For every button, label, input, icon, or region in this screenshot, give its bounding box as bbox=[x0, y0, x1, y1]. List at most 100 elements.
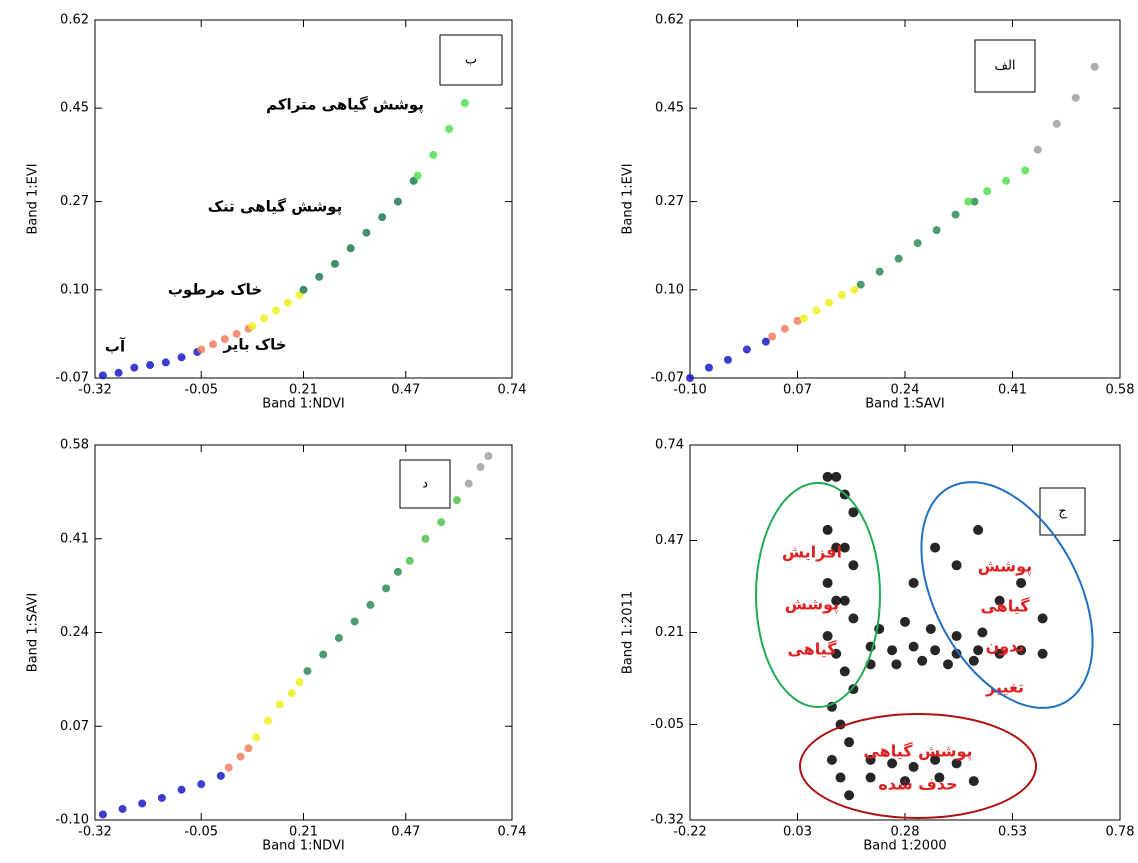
point bbox=[1037, 648, 1048, 659]
point bbox=[209, 340, 218, 349]
point bbox=[826, 754, 837, 765]
point bbox=[822, 631, 833, 642]
point bbox=[98, 371, 107, 380]
point bbox=[437, 518, 446, 527]
point bbox=[1002, 176, 1011, 185]
panel-label-box bbox=[399, 459, 451, 509]
point bbox=[393, 567, 402, 576]
point bbox=[968, 655, 979, 666]
x-tick-label: 0.53 bbox=[998, 825, 1027, 840]
point bbox=[704, 363, 713, 372]
annotation: حذف شده bbox=[878, 775, 957, 794]
y-tick-label: 0.10 bbox=[655, 282, 684, 297]
point bbox=[761, 337, 770, 346]
point bbox=[248, 322, 257, 331]
x-tick-label: 0.21 bbox=[289, 825, 318, 840]
annotation: گیاهی bbox=[980, 597, 1030, 616]
annotation: آب bbox=[105, 338, 126, 356]
point bbox=[742, 345, 751, 354]
point bbox=[382, 584, 391, 593]
point bbox=[930, 542, 941, 553]
point bbox=[837, 290, 846, 299]
point bbox=[1021, 166, 1030, 175]
point bbox=[780, 324, 789, 333]
x-tick-label: 0.47 bbox=[391, 383, 420, 398]
y-tick-label: 0.07 bbox=[60, 719, 89, 734]
y-tick-label: 0.21 bbox=[655, 625, 684, 640]
point bbox=[799, 314, 808, 323]
annotation: خاک بایر bbox=[222, 336, 286, 354]
y-tick-label: 0.62 bbox=[655, 13, 684, 28]
x-tick-label: -0.05 bbox=[184, 383, 218, 398]
point bbox=[686, 374, 694, 382]
point bbox=[260, 314, 269, 323]
x-tick-label: 0.58 bbox=[1106, 383, 1135, 398]
point bbox=[839, 595, 850, 606]
point bbox=[287, 689, 296, 698]
point bbox=[856, 280, 865, 289]
point bbox=[114, 368, 123, 377]
y-tick-label: 0.45 bbox=[655, 101, 684, 116]
panel-label: ب bbox=[465, 53, 477, 68]
point bbox=[973, 524, 984, 535]
point bbox=[908, 641, 919, 652]
point bbox=[362, 228, 371, 237]
point bbox=[393, 197, 402, 206]
y-tick-label: 0.74 bbox=[655, 438, 684, 453]
point bbox=[421, 534, 430, 543]
point bbox=[366, 600, 375, 609]
y-tick-label: -0.10 bbox=[55, 813, 89, 828]
point bbox=[1071, 93, 1080, 102]
point bbox=[236, 752, 245, 761]
x-tick-label: 0.78 bbox=[1106, 825, 1135, 840]
point bbox=[934, 772, 945, 783]
point bbox=[429, 150, 438, 159]
point bbox=[378, 213, 387, 222]
point bbox=[970, 197, 979, 206]
y-tick-label: 0.58 bbox=[60, 438, 89, 453]
point bbox=[793, 316, 802, 325]
point bbox=[848, 684, 859, 695]
point bbox=[839, 666, 850, 677]
point bbox=[118, 804, 127, 813]
point bbox=[831, 542, 842, 553]
panel-label: الف bbox=[994, 59, 1015, 74]
annotation: پوشش گیاهی تنک bbox=[208, 198, 343, 217]
x-tick-label: -0.32 bbox=[78, 383, 112, 398]
point bbox=[98, 810, 107, 819]
annotation: پوشش گیاهی bbox=[863, 742, 972, 762]
point bbox=[844, 790, 855, 801]
point bbox=[295, 678, 304, 687]
point bbox=[951, 758, 962, 769]
y-axis-label: Band 1:EVI bbox=[621, 163, 636, 234]
point bbox=[930, 645, 941, 656]
point bbox=[930, 754, 941, 765]
point bbox=[943, 659, 953, 670]
ellipse-increase bbox=[755, 482, 881, 708]
y-tick-label: -0.05 bbox=[650, 717, 684, 732]
point bbox=[822, 577, 833, 588]
point bbox=[908, 761, 919, 772]
point bbox=[951, 560, 962, 571]
point bbox=[1033, 145, 1042, 154]
x-tick-label: -0.22 bbox=[673, 825, 707, 840]
point bbox=[146, 361, 155, 370]
point bbox=[968, 776, 979, 787]
point bbox=[848, 507, 859, 518]
point bbox=[887, 645, 898, 656]
point bbox=[977, 627, 988, 638]
point bbox=[350, 617, 359, 626]
point bbox=[476, 463, 485, 472]
point bbox=[822, 524, 833, 535]
point bbox=[831, 648, 842, 659]
point bbox=[1016, 645, 1027, 656]
x-axis-label: Band 1:NDVI bbox=[262, 839, 344, 854]
annotation: پوشش گیاهی متراکم bbox=[266, 96, 424, 115]
x-tick-label: 0.41 bbox=[998, 383, 1027, 398]
y-axis-label: Band 1:2011 bbox=[621, 591, 636, 674]
x-tick-label: 0.03 bbox=[783, 825, 812, 840]
x-tick-label: 0.28 bbox=[891, 825, 920, 840]
point bbox=[220, 335, 229, 344]
point bbox=[299, 285, 308, 294]
point bbox=[875, 267, 884, 276]
